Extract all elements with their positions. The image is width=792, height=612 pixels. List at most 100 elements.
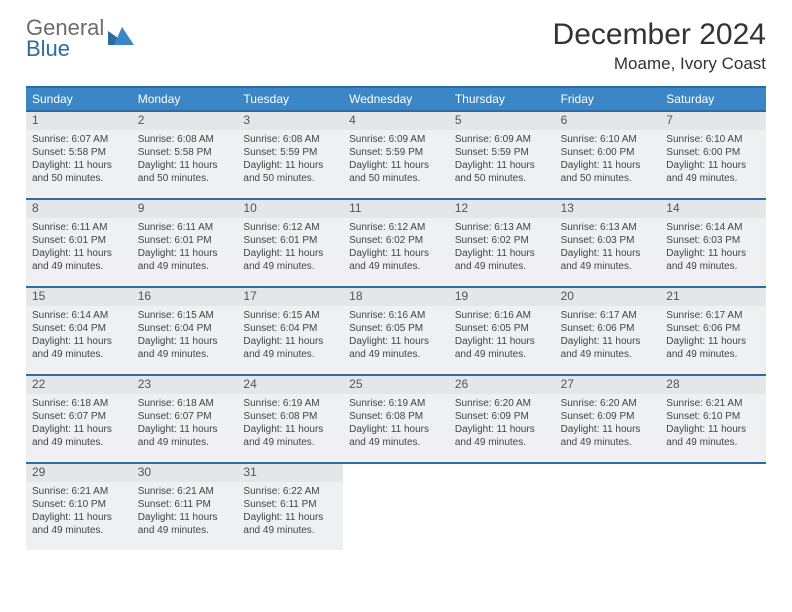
day-number: 14 (660, 200, 766, 218)
day-of-week-header: Saturday (660, 88, 766, 110)
calendar-cell: 11Sunrise: 6:12 AMSunset: 6:02 PMDayligh… (343, 198, 449, 286)
day-number: 6 (555, 112, 661, 130)
sunrise-line: Sunrise: 6:19 AM (243, 397, 337, 410)
calendar-cell: 18Sunrise: 6:16 AMSunset: 6:05 PMDayligh… (343, 286, 449, 374)
day-number: 22 (26, 376, 132, 394)
calendar-cell: 25Sunrise: 6:19 AMSunset: 6:08 PMDayligh… (343, 374, 449, 462)
calendar-cell: 6Sunrise: 6:10 AMSunset: 6:00 PMDaylight… (555, 110, 661, 198)
day-details: Sunrise: 6:20 AMSunset: 6:09 PMDaylight:… (449, 394, 555, 453)
sunset-line: Sunset: 6:08 PM (349, 410, 443, 423)
sunset-line: Sunset: 6:09 PM (561, 410, 655, 423)
calendar-cell: 21Sunrise: 6:17 AMSunset: 6:06 PMDayligh… (660, 286, 766, 374)
day-number: 20 (555, 288, 661, 306)
calendar-cell-empty (343, 462, 449, 550)
sunset-line: Sunset: 6:06 PM (561, 322, 655, 335)
sunrise-line: Sunrise: 6:09 AM (349, 133, 443, 146)
day-details: Sunrise: 6:16 AMSunset: 6:05 PMDaylight:… (449, 306, 555, 365)
day-number: 19 (449, 288, 555, 306)
calendar-cell: 8Sunrise: 6:11 AMSunset: 6:01 PMDaylight… (26, 198, 132, 286)
sunset-line: Sunset: 6:02 PM (349, 234, 443, 247)
day-details: Sunrise: 6:13 AMSunset: 6:02 PMDaylight:… (449, 218, 555, 277)
calendar-cell: 16 Sunrise: 6:15 AMSunset: 6:04 PMDayligh… (132, 286, 238, 374)
sunset-line: Sunset: 5:59 PM (243, 146, 337, 159)
day-details: Sunrise: 6:11 AMSunset: 6:01 PMDaylight:… (26, 218, 132, 277)
sunrise-line: Sunrise: 6:15 AM (138, 309, 232, 322)
day-details: Sunrise: 6:09 AMSunset: 5:59 PMDaylight:… (449, 130, 555, 189)
day-number: 3 (237, 112, 343, 130)
sunrise-line: Sunrise: 6:22 AM (243, 485, 337, 498)
calendar-cell: 27Sunrise: 6:20 AMSunset: 6:09 PMDayligh… (555, 374, 661, 462)
sunrise-line: Sunrise: 6:17 AM (561, 309, 655, 322)
sunrise-line: Sunrise: 6:12 AM (349, 221, 443, 234)
sunrise-line: Sunrise: 6:16 AM (349, 309, 443, 322)
brand-logo-icon (108, 23, 138, 54)
calendar-cell: 22Sunrise: 6:18 AMSunset: 6:07 PMDayligh… (26, 374, 132, 462)
sunrise-line: Sunrise: 6:14 AM (666, 221, 760, 234)
calendar-cell: 10Sunrise: 6:12 AMSunset: 6:01 PMDayligh… (237, 198, 343, 286)
brand-logo-line2: Blue (26, 39, 104, 60)
calendar-grid: SundayMondayTuesdayWednesdayThursdayFrid… (26, 86, 766, 550)
daylight-line: Daylight: 11 hours and 50 minutes. (455, 159, 549, 185)
sunrise-line: Sunrise: 6:15 AM (243, 309, 337, 322)
day-details: Sunrise: 6:10 AMSunset: 6:00 PMDaylight:… (660, 130, 766, 189)
calendar-cell-empty (449, 462, 555, 550)
day-details: Sunrise: 6:09 AMSunset: 5:59 PMDaylight:… (343, 130, 449, 189)
day-details: Sunrise: 6:19 AMSunset: 6:08 PMDaylight:… (237, 394, 343, 453)
day-number: 23 (132, 376, 238, 394)
daylight-line: Daylight: 11 hours and 49 minutes. (32, 335, 126, 361)
daylight-line: Daylight: 11 hours and 49 minutes. (32, 423, 126, 449)
sunset-line: Sunset: 5:58 PM (138, 146, 232, 159)
sunset-line: Sunset: 6:00 PM (561, 146, 655, 159)
day-of-week-header: Monday (132, 88, 238, 110)
sunset-line: Sunset: 6:09 PM (455, 410, 549, 423)
daylight-line: Daylight: 11 hours and 49 minutes. (138, 335, 232, 361)
location-subtitle: Moame, Ivory Coast (553, 54, 766, 74)
calendar-cell: 2Sunrise: 6:08 AMSunset: 5:58 PMDaylight… (132, 110, 238, 198)
sunset-line: Sunset: 6:03 PM (561, 234, 655, 247)
daylight-line: Daylight: 11 hours and 49 minutes. (349, 247, 443, 273)
day-details: Sunrise: 6:21 AMSunset: 6:11 PMDaylight:… (132, 482, 238, 541)
day-number: 28 (660, 376, 766, 394)
day-number: 24 (237, 376, 343, 394)
sunset-line: Sunset: 6:07 PM (138, 410, 232, 423)
daylight-line: Daylight: 11 hours and 50 minutes. (243, 159, 337, 185)
day-details: Sunrise: 6:16 AMSunset: 6:05 PMDaylight:… (343, 306, 449, 365)
sunrise-line: Sunrise: 6:20 AM (455, 397, 549, 410)
brand-logo-text: General Blue (26, 18, 104, 60)
daylight-line: Daylight: 11 hours and 49 minutes. (666, 247, 760, 273)
daylight-line: Daylight: 11 hours and 49 minutes. (138, 247, 232, 273)
calendar-cell: 19Sunrise: 6:16 AMSunset: 6:05 PMDayligh… (449, 286, 555, 374)
daylight-line: Daylight: 11 hours and 50 minutes. (138, 159, 232, 185)
daylight-line: Daylight: 11 hours and 49 minutes. (243, 247, 337, 273)
day-details: Sunrise: 6:14 AMSunset: 6:04 PMDaylight:… (26, 306, 132, 365)
calendar-cell: 30Sunrise: 6:21 AMSunset: 6:11 PMDayligh… (132, 462, 238, 550)
day-details: Sunrise: 6:19 AMSunset: 6:08 PMDaylight:… (343, 394, 449, 453)
calendar-cell: 14Sunrise: 6:14 AMSunset: 6:03 PMDayligh… (660, 198, 766, 286)
day-details: Sunrise: 6:18 AMSunset: 6:07 PMDaylight:… (132, 394, 238, 453)
sunrise-line: Sunrise: 6:12 AM (243, 221, 337, 234)
sunset-line: Sunset: 6:02 PM (455, 234, 549, 247)
sunset-line: Sunset: 6:04 PM (32, 322, 126, 335)
sunrise-line: Sunrise: 6:14 AM (32, 309, 126, 322)
sunrise-line: Sunrise: 6:10 AM (561, 133, 655, 146)
daylight-line: Daylight: 11 hours and 49 minutes. (561, 423, 655, 449)
sunset-line: Sunset: 6:08 PM (243, 410, 337, 423)
day-details: Sunrise: 6:07 AMSunset: 5:58 PMDaylight:… (26, 130, 132, 189)
sunrise-line: Sunrise: 6:13 AM (455, 221, 549, 234)
sunset-line: Sunset: 6:00 PM (666, 146, 760, 159)
sunrise-line: Sunrise: 6:18 AM (138, 397, 232, 410)
day-number: 18 (343, 288, 449, 306)
sunrise-line: Sunrise: 6:21 AM (32, 485, 126, 498)
daylight-line: Daylight: 11 hours and 49 minutes. (666, 423, 760, 449)
day-number: 16 (132, 288, 238, 306)
sunset-line: Sunset: 6:04 PM (243, 322, 337, 335)
sunrise-line: Sunrise: 6:20 AM (561, 397, 655, 410)
day-details: Sunrise: 6:18 AMSunset: 6:07 PMDaylight:… (26, 394, 132, 453)
day-number: 12 (449, 200, 555, 218)
sunset-line: Sunset: 6:04 PM (138, 322, 232, 335)
daylight-line: Daylight: 11 hours and 49 minutes. (666, 159, 760, 185)
sunset-line: Sunset: 6:05 PM (455, 322, 549, 335)
daylight-line: Daylight: 11 hours and 49 minutes. (455, 423, 549, 449)
daylight-line: Daylight: 11 hours and 50 minutes. (349, 159, 443, 185)
calendar-cell: 17Sunrise: 6:15 AMSunset: 6:04 PMDayligh… (237, 286, 343, 374)
